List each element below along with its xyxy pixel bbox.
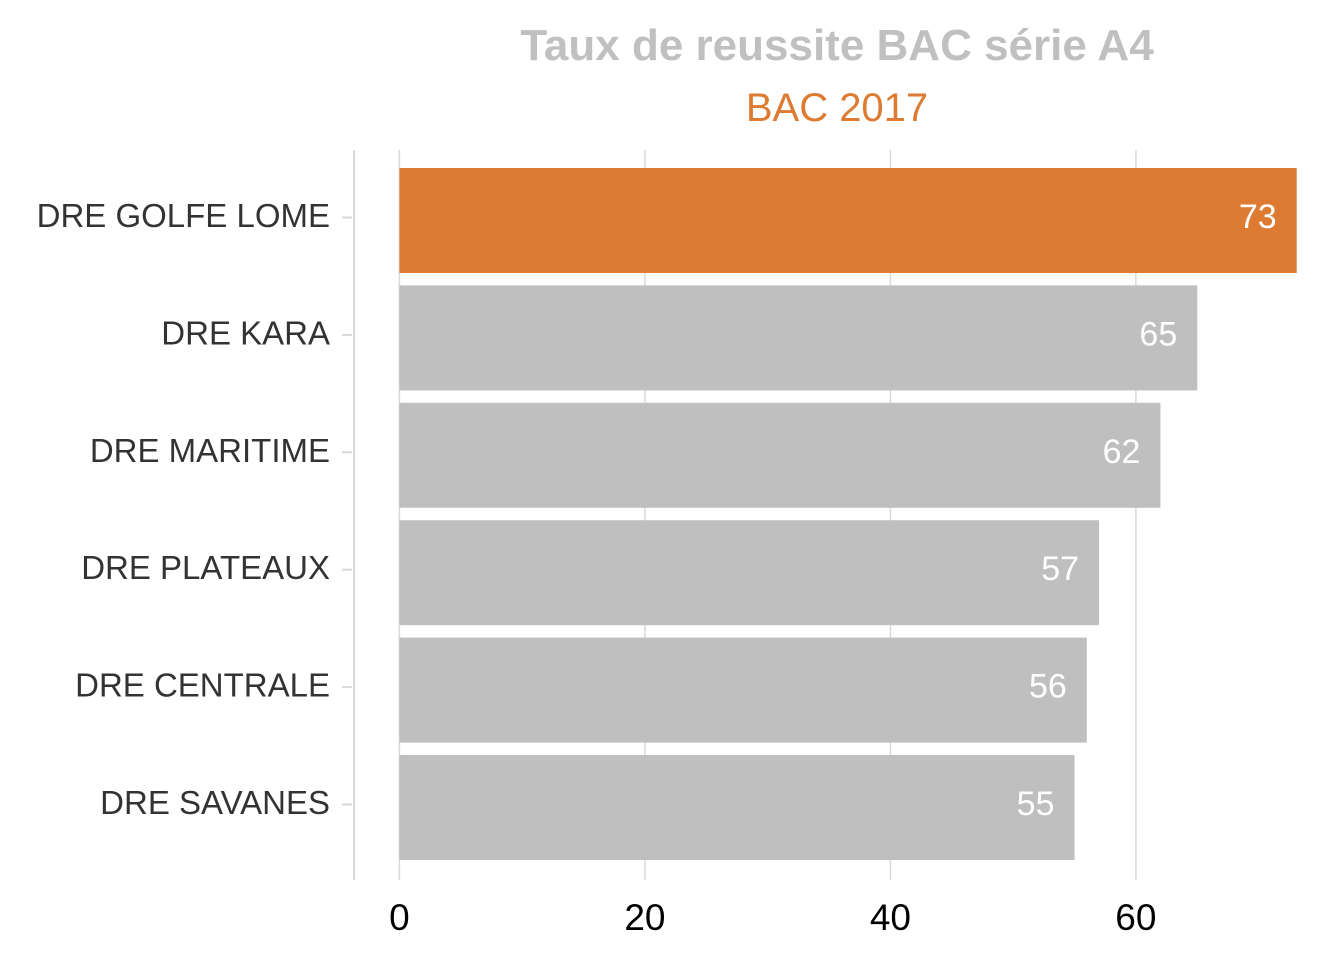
y-axis bbox=[342, 150, 355, 880]
bar-dre-maritime bbox=[399, 402, 1161, 508]
chart-subtitle: BAC 2017 bbox=[746, 86, 928, 130]
x-tick-label: 20 bbox=[624, 897, 665, 938]
bar-dre-golfe-lome bbox=[399, 168, 1297, 273]
bar-dre-centrale bbox=[399, 637, 1087, 743]
category-labels: DRE GOLFE LOME DRE KARA DRE MARITIME DRE PL… bbox=[37, 197, 330, 821]
value-label: 65 bbox=[1139, 315, 1177, 353]
x-tick-label: 60 bbox=[1115, 897, 1156, 938]
bar-dre-plateaux bbox=[399, 520, 1100, 626]
chart-title: Taux de reussite BAC série A4 bbox=[520, 21, 1154, 70]
category-label: DRE SAVANES bbox=[100, 784, 330, 821]
bars bbox=[399, 168, 1297, 860]
x-axis-ticks: 0 20 40 60 bbox=[389, 897, 1156, 938]
category-label: DRE MARITIME bbox=[90, 432, 330, 469]
value-label: 62 bbox=[1103, 433, 1141, 471]
value-label: 55 bbox=[1017, 785, 1055, 823]
value-label: 56 bbox=[1029, 668, 1067, 706]
category-label: DRE GOLFE LOME bbox=[37, 197, 330, 234]
value-labels: 73 65 62 57 56 55 bbox=[1017, 198, 1277, 823]
bar-dre-kara bbox=[399, 285, 1198, 391]
x-tick-label: 40 bbox=[870, 897, 911, 938]
value-label: 57 bbox=[1041, 550, 1079, 588]
x-tick-label: 0 bbox=[389, 897, 410, 938]
value-label: 73 bbox=[1239, 198, 1277, 236]
bar-dre-savanes bbox=[399, 755, 1075, 860]
category-label: DRE CENTRALE bbox=[75, 667, 330, 704]
category-label: DRE KARA bbox=[161, 314, 330, 351]
category-label: DRE PLATEAUX bbox=[81, 549, 330, 586]
